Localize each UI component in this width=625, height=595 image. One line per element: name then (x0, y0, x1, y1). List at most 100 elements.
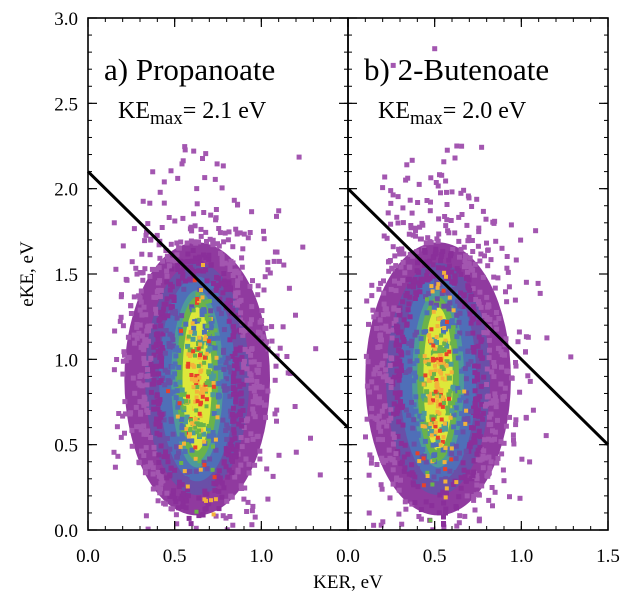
density-pixel (523, 334, 529, 340)
density-pixel (450, 386, 456, 392)
density-core-pixel (182, 441, 186, 446)
density-pixel (373, 311, 379, 317)
density-pixel (166, 341, 172, 346)
density-pixel (439, 291, 445, 296)
density-pixel (118, 294, 124, 300)
density-pixel (251, 359, 257, 365)
density-pixel (458, 290, 463, 296)
density-pixel (163, 328, 169, 333)
density-pixel (252, 393, 258, 399)
density-pixel (184, 469, 190, 475)
density-core-pixel (423, 373, 428, 378)
density-pixel (467, 311, 473, 317)
density-core-pixel (427, 359, 432, 364)
density-pixel (180, 491, 186, 496)
density-pixel (190, 336, 196, 342)
density-pixel (156, 371, 162, 377)
density-pixel (183, 505, 189, 511)
density-pixel (523, 279, 529, 285)
density-pixel (389, 266, 395, 272)
density-pixel (274, 418, 279, 424)
density-pixel (163, 248, 169, 253)
density-pixel (240, 332, 246, 338)
density-pixel (465, 469, 471, 475)
density-pixel (187, 377, 193, 383)
density-pixel (365, 359, 371, 365)
density-pixel (235, 467, 241, 473)
density-pixel (270, 473, 276, 479)
density-pixel (381, 301, 387, 307)
density-pixel (386, 447, 392, 453)
density-pixel (385, 377, 391, 383)
density-pixel (498, 381, 504, 387)
density-pixel (395, 433, 401, 439)
density-core-pixel (440, 398, 445, 403)
density-pixel (233, 449, 239, 455)
density-pixel (454, 312, 460, 318)
density-pixel (232, 269, 238, 275)
density-pixel (228, 369, 234, 375)
density-pixel (140, 198, 146, 204)
density-pixel (238, 391, 244, 397)
density-pixel (444, 147, 450, 153)
density-pixel (397, 251, 403, 257)
density-pixel (137, 424, 143, 430)
density-pixel (413, 233, 418, 239)
density-pixel (419, 279, 425, 284)
density-pixel (456, 421, 462, 426)
density-pixel (508, 222, 514, 228)
density-pixel (446, 257, 452, 263)
density-pixel (474, 396, 480, 402)
density-core-pixel (193, 417, 198, 422)
density-pixel (179, 425, 185, 431)
density-pixel (156, 380, 162, 386)
density-pixel (151, 381, 157, 387)
density-core-pixel (204, 316, 209, 321)
density-pixel (467, 255, 473, 261)
density-pixel (273, 363, 279, 369)
density-pixel (237, 383, 243, 389)
density-pixel (198, 260, 204, 266)
density-pixel (411, 361, 417, 367)
density-pixel (188, 394, 194, 400)
density-pixel (366, 472, 372, 478)
density-pixel (441, 524, 447, 530)
density-pixel (487, 317, 493, 322)
density-pixel (185, 437, 191, 443)
density-pixel (401, 317, 407, 323)
density-pixel (238, 435, 244, 440)
density-pixel (393, 451, 399, 457)
density-pixel (227, 285, 233, 291)
density-pixel (452, 230, 458, 236)
density-pixel (202, 175, 208, 181)
density-pixel (188, 521, 194, 527)
density-pixel (434, 302, 439, 308)
density-pixel (440, 321, 446, 327)
density-pixel (458, 346, 464, 352)
density-core-pixel (197, 411, 202, 416)
density-pixel (172, 308, 178, 314)
density-pixel (496, 316, 502, 321)
density-pixel (165, 313, 171, 319)
density-pixel (481, 313, 487, 318)
density-pixel (111, 220, 117, 226)
density-pixel (160, 331, 166, 337)
density-core-pixel (445, 320, 449, 324)
density-pixel (129, 443, 135, 449)
density-pixel (230, 405, 236, 411)
density-pixel (483, 216, 489, 222)
density-core-pixel (426, 362, 431, 367)
density-pixel (472, 388, 478, 394)
density-pixel (436, 510, 442, 516)
density-core-pixel (441, 288, 446, 293)
density-pixel (455, 355, 461, 361)
density-pixel (171, 294, 177, 300)
density-pixel (465, 260, 471, 266)
density-pixel (475, 243, 481, 249)
density-pixel (438, 253, 444, 259)
density-core-pixel (179, 328, 183, 333)
density-pixel (156, 242, 162, 248)
density-pixel (367, 389, 372, 395)
density-pixel (384, 423, 390, 429)
density-pixel (475, 457, 481, 463)
